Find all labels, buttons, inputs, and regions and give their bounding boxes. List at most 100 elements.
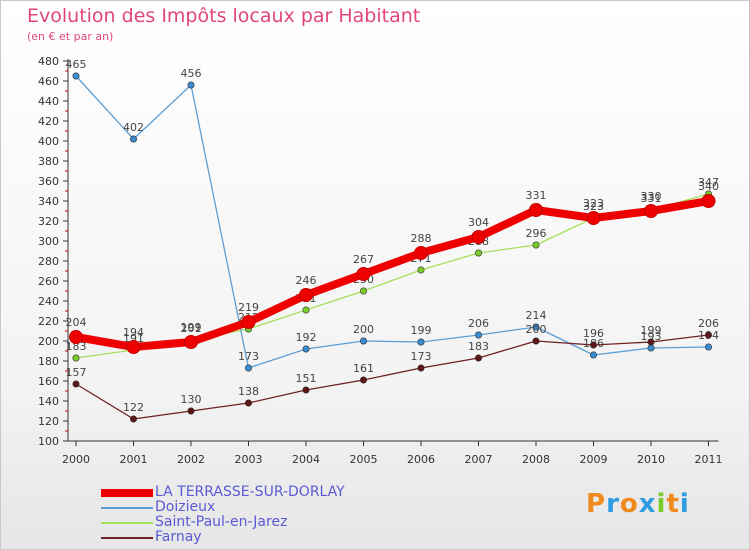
y-tick-label: 120 xyxy=(38,415,59,428)
data-label-doizieux: 456 xyxy=(181,67,202,80)
data-label-doizieux: 173 xyxy=(238,350,259,363)
y-tick-label: 180 xyxy=(38,355,59,368)
data-label-la-terrasse-sur-dorlay: 246 xyxy=(296,274,317,287)
x-tick-label: 2007 xyxy=(465,453,493,466)
x-tick-label: 2002 xyxy=(177,453,205,466)
data-label-la-terrasse-sur-dorlay: 219 xyxy=(238,301,259,314)
point-la-terrasse-sur-dorlay xyxy=(529,203,543,217)
point-la-terrasse-sur-dorlay xyxy=(241,315,256,329)
y-tick-label: 440 xyxy=(38,95,59,108)
y-tick-label: 360 xyxy=(38,175,59,188)
point-doizieux xyxy=(72,72,80,80)
data-label-saint-paul-en-jarez: 331 xyxy=(641,192,662,205)
point-farnay xyxy=(704,331,712,339)
y-tick-label: 240 xyxy=(38,295,59,308)
data-label-la-terrasse-sur-dorlay: 340 xyxy=(698,180,719,193)
y-tick-label: 300 xyxy=(38,235,59,248)
x-tick-label: 2006 xyxy=(407,453,435,466)
data-label-saint-paul-en-jarez: 191 xyxy=(123,332,144,345)
y-tick-label: 140 xyxy=(38,395,59,408)
line-chart: 1001201401601802002202402602803003203403… xyxy=(38,55,723,466)
data-label-farnay: 206 xyxy=(698,317,719,330)
x-tick-label: 2010 xyxy=(637,453,665,466)
point-saint-paul-en-jarez xyxy=(302,306,310,314)
data-label-farnay: 183 xyxy=(468,340,489,353)
x-tick-label: 2008 xyxy=(522,453,550,466)
data-label-saint-paul-en-jarez: 323 xyxy=(583,200,604,213)
data-label-doizieux: 193 xyxy=(641,330,662,343)
point-farnay xyxy=(302,386,310,394)
point-doizieux xyxy=(647,344,655,352)
point-farnay xyxy=(130,415,138,423)
legend-label: LA TERRASSE-SUR-DORLAY xyxy=(155,484,345,500)
data-label-la-terrasse-sur-dorlay: 204 xyxy=(66,316,87,329)
point-saint-paul-en-jarez xyxy=(72,354,80,362)
y-tick-label: 220 xyxy=(38,315,59,328)
y-tick-label: 460 xyxy=(38,75,59,88)
series-line-la-terrasse-sur-dorlay xyxy=(72,197,713,351)
point-la-terrasse-sur-dorlay xyxy=(299,288,313,302)
legend-swatch xyxy=(101,522,153,524)
data-label-farnay: 151 xyxy=(296,372,317,385)
point-doizieux xyxy=(359,337,367,345)
data-label-la-terrasse-sur-dorlay: 288 xyxy=(411,232,432,245)
y-tick-label: 100 xyxy=(38,435,59,448)
point-farnay xyxy=(359,376,367,384)
data-label-farnay: 122 xyxy=(123,401,144,414)
proxiti-logo: Proxiti xyxy=(586,489,690,519)
data-label-doizieux: 206 xyxy=(468,317,489,330)
y-tick-label: 380 xyxy=(38,155,59,168)
point-saint-paul-en-jarez xyxy=(359,287,367,295)
data-label-doizieux: 192 xyxy=(296,331,317,344)
y-tick-label: 400 xyxy=(38,135,59,148)
data-label-doizieux: 199 xyxy=(411,324,432,337)
x-tick-label: 2004 xyxy=(292,453,320,466)
point-la-terrasse-sur-dorlay xyxy=(414,246,428,260)
data-label-farnay: 173 xyxy=(411,350,432,363)
x-tick-label: 2001 xyxy=(120,453,148,466)
legend-swatch xyxy=(101,489,153,497)
y-tick-label: 160 xyxy=(38,375,59,388)
data-label-doizieux: 214 xyxy=(526,309,547,322)
y-tick-label: 340 xyxy=(38,195,59,208)
point-doizieux xyxy=(302,345,310,353)
y-tick-label: 480 xyxy=(38,55,59,68)
x-tick-label: 2000 xyxy=(62,453,90,466)
point-doizieux xyxy=(187,81,195,89)
data-label-la-terrasse-sur-dorlay: 330 xyxy=(641,190,662,203)
chart-subtitle: (en € et par an) xyxy=(27,30,114,43)
data-label-la-terrasse-sur-dorlay: 323 xyxy=(583,197,604,210)
point-doizieux xyxy=(589,351,597,359)
data-label-farnay: 161 xyxy=(353,362,374,375)
point-farnay xyxy=(245,399,253,407)
y-tick-label: 260 xyxy=(38,275,59,288)
data-label-la-terrasse-sur-dorlay: 267 xyxy=(353,253,374,266)
data-label-doizieux: 402 xyxy=(123,121,144,134)
x-tick-label: 2003 xyxy=(235,453,263,466)
point-doizieux xyxy=(130,135,138,143)
y-tick-label: 420 xyxy=(38,115,59,128)
point-la-terrasse-sur-dorlay xyxy=(471,230,486,244)
data-label-la-terrasse-sur-dorlay: 331 xyxy=(526,189,547,202)
data-label-saint-paul-en-jarez: 347 xyxy=(698,176,719,189)
point-doizieux xyxy=(532,323,540,331)
point-la-terrasse-sur-dorlay xyxy=(356,267,371,281)
legend-label: Farnay xyxy=(155,529,202,545)
point-farnay xyxy=(417,364,425,372)
point-saint-paul-en-jarez xyxy=(532,241,540,249)
data-label-saint-paul-en-jarez: 183 xyxy=(66,340,87,353)
x-tick-label: 2011 xyxy=(695,453,723,466)
point-doizieux xyxy=(704,343,712,351)
point-la-terrasse-sur-dorlay xyxy=(586,211,601,225)
series-line-farnay xyxy=(75,334,710,420)
chart-title: Evolution des Impôts locaux par Habitant xyxy=(27,5,421,27)
point-la-terrasse-sur-dorlay xyxy=(701,194,716,208)
legend-label: Doizieux xyxy=(155,499,216,515)
point-la-terrasse-sur-dorlay xyxy=(184,335,198,349)
y-tick-label: 320 xyxy=(38,215,59,228)
point-la-terrasse-sur-dorlay xyxy=(644,204,658,218)
point-doizieux xyxy=(474,331,482,339)
legend-swatch xyxy=(101,507,153,509)
legend-label: Saint-Paul-en-Jarez xyxy=(155,514,288,530)
data-label-farnay: 196 xyxy=(583,327,604,340)
